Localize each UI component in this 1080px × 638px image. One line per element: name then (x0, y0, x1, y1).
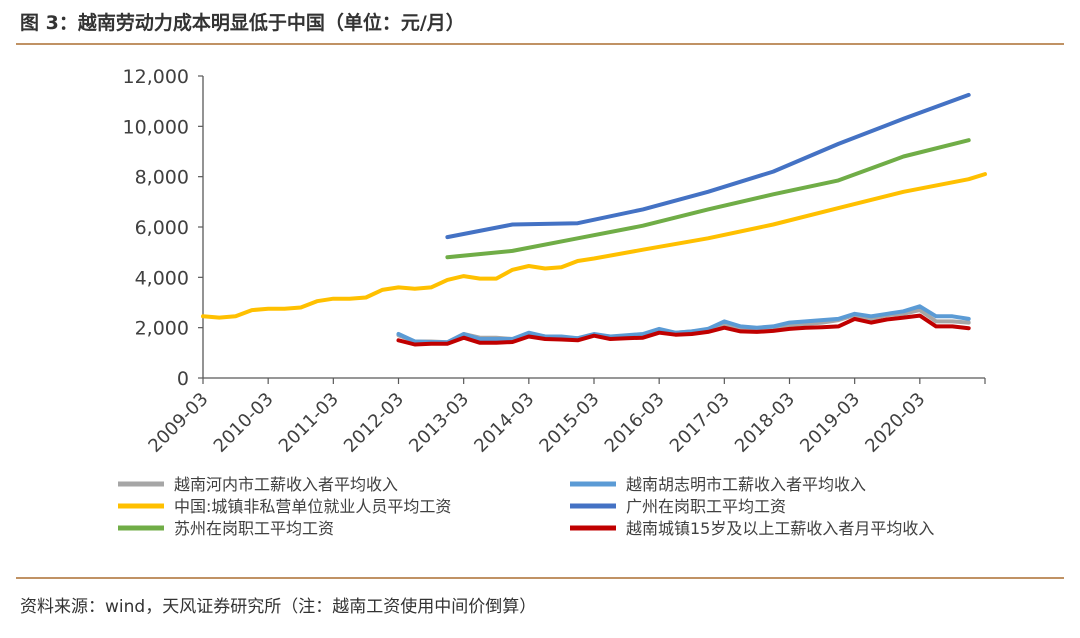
x-tick-label: 2020-03 (861, 389, 929, 457)
series-line-china (201, 172, 987, 320)
series-line-guangzhou (445, 92, 971, 240)
series-line-suzhou (445, 138, 971, 260)
x-tick-label: 2011-03 (275, 389, 343, 457)
x-axis-ticks: 2009-032010-032011-032012-032013-032014-… (144, 378, 986, 457)
x-tick-label: 2015-03 (535, 389, 603, 457)
y-tick-label: 10,000 (123, 116, 189, 138)
x-tick-label: 2010-03 (210, 389, 278, 457)
legend-label: 越南城镇15岁及以上工薪收入者月平均收入 (626, 519, 934, 538)
series-lines (201, 92, 987, 347)
x-tick-label: 2013-03 (405, 389, 473, 457)
x-tick-label: 2009-03 (144, 389, 212, 457)
x-tick-label: 2017-03 (666, 389, 734, 457)
y-tick-label: 0 (177, 368, 189, 390)
x-tick-label: 2014-03 (470, 389, 538, 457)
footer-divider (16, 577, 1064, 579)
x-tick-label: 2012-03 (340, 389, 408, 457)
y-axis-ticks: 0 2,000 4,000 6,000 8,000 10,000 12,000 (123, 66, 203, 390)
title-divider (16, 43, 1064, 45)
series-line-hcmc (396, 304, 971, 345)
y-tick-label: 12,000 (123, 66, 189, 88)
x-tick-label: 2018-03 (731, 389, 799, 457)
legend-label: 越南胡志明市工薪收入者平均收入 (626, 475, 866, 494)
x-tick-label: 2019-03 (796, 389, 864, 457)
y-tick-label: 2,000 (135, 318, 189, 340)
figure-title: 图 3：越南劳动力成本明显低于中国（单位：元/月） (20, 12, 465, 34)
legend-label: 苏州在岗职工平均工资 (174, 519, 334, 538)
x-tick-label: 2016-03 (601, 389, 669, 457)
y-tick-label: 6,000 (135, 217, 189, 239)
legend-label: 中国:城镇非私营单位就业人员平均工资 (174, 497, 451, 516)
series-line-vn_urban (396, 313, 971, 347)
y-tick-label: 4,000 (135, 267, 189, 289)
y-tick-label: 8,000 (135, 167, 189, 189)
line-chart: 0 2,000 4,000 6,000 8,000 10,000 12,000 2009-0… (118, 66, 987, 538)
legend-label: 广州在岗职工平均工资 (626, 497, 786, 516)
chart-legend: 越南河内市工薪收入者平均收入 越南胡志明市工薪收入者平均收入中国:城镇非私营单位就… (118, 475, 934, 538)
source-note: 资料来源：wind，天风证券研究所（注：越南工资使用中间价倒算） (20, 597, 537, 617)
legend-label: 越南河内市工薪收入者平均收入 (174, 475, 398, 494)
